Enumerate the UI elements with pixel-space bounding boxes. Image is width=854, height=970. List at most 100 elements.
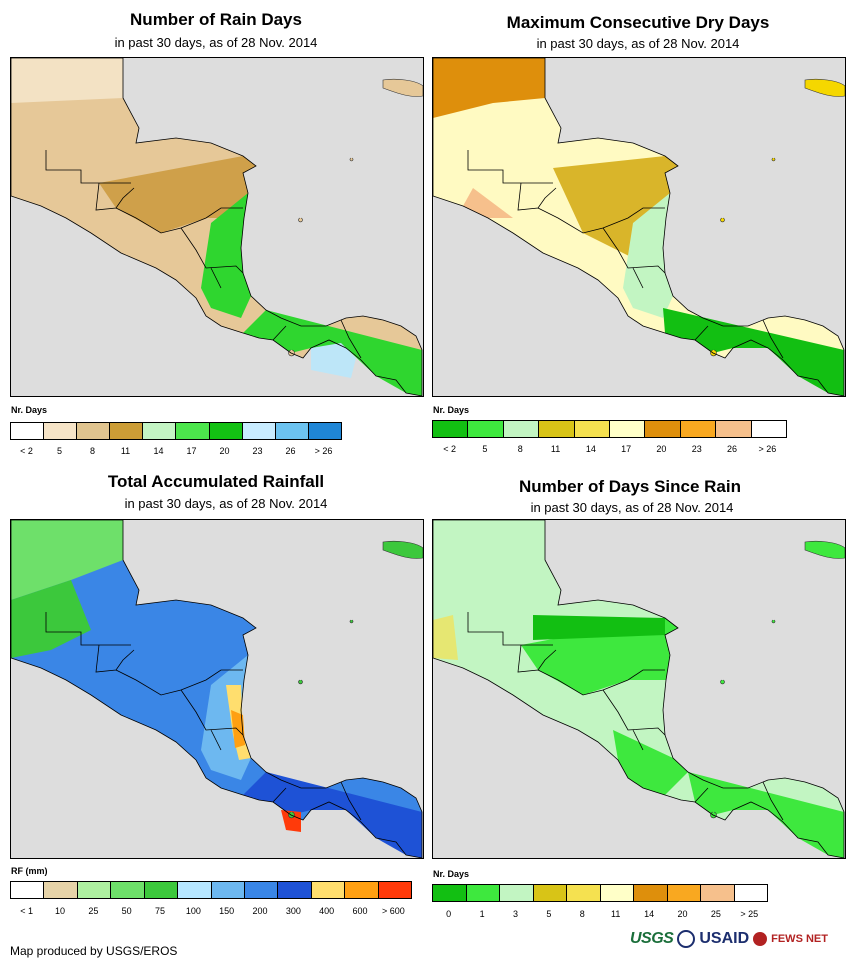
panel-title: Number of Rain Days — [130, 10, 302, 29]
wet-caribbean — [201, 193, 251, 318]
legend-tick-label: 20 — [656, 444, 667, 454]
legend-swatch — [500, 885, 534, 901]
legend-swatch — [539, 421, 575, 437]
legend-swatch — [209, 423, 243, 439]
legend-swatch — [242, 423, 276, 439]
legend-swatch — [667, 885, 701, 901]
legend-tick-label: 25 — [710, 909, 721, 919]
legend-swatch — [716, 421, 752, 437]
legend-tick-label: 1 — [479, 909, 485, 919]
legend-ticks: 0 1 3 5 8 11 14 20 25 > 25 — [432, 909, 766, 921]
legend-tick-label: 23 — [691, 444, 702, 454]
legend-tick-label: 300 — [285, 906, 301, 916]
legend-swatch — [211, 882, 245, 898]
panama-region — [243, 310, 422, 396]
panel-title: Maximum Consecutive Dry Days — [506, 13, 770, 32]
legend-swatch — [144, 882, 179, 898]
legend-swatch — [77, 882, 112, 898]
legend-tick-label: 8 — [89, 446, 96, 456]
legend-bar — [10, 422, 342, 440]
legend-swatch — [308, 423, 341, 439]
honduras-region — [521, 618, 678, 695]
legend-swatch — [433, 421, 469, 437]
map-svg — [433, 58, 845, 396]
fews-logo: FEWS NET — [771, 933, 828, 945]
panel-subtitle: in past 30 days, as of 28 Nov. 2014 — [114, 35, 318, 50]
legend-tick-label: 26 — [285, 446, 296, 456]
legend-bar — [432, 420, 787, 438]
legend-swatch — [680, 421, 717, 437]
legend-swatch — [634, 885, 668, 901]
legend-tick-label: 75 — [154, 906, 166, 916]
legend-swatch — [466, 885, 500, 901]
legend-swatch — [701, 885, 735, 901]
legend-title: Nr. Days — [433, 869, 470, 879]
fews-globe-icon — [753, 932, 768, 946]
north-coast — [533, 615, 665, 640]
legend-title: Nr. Days — [433, 405, 470, 415]
legend-swatch — [275, 423, 309, 439]
honduras-region — [99, 156, 256, 233]
legend-tick-label: < 1 — [20, 906, 34, 916]
map-rain-days — [10, 57, 424, 397]
panel-title: Total Accumulated Rainfall — [107, 472, 325, 491]
legend-swatch — [44, 882, 78, 898]
dry-patch — [433, 615, 458, 660]
legend-swatch — [178, 882, 212, 898]
mexico-region — [11, 520, 123, 600]
legend-tick-label: 0 — [446, 909, 452, 919]
legend-tick-label: 14 — [153, 446, 164, 456]
legend-tick-label: 26 — [727, 444, 738, 454]
legend-swatch — [44, 423, 78, 439]
guatemala-region — [11, 580, 91, 658]
panel-subtitle: in past 30 days, as of 28 Nov. 2014 — [124, 496, 328, 511]
legend-swatch — [110, 423, 144, 439]
legend-ticks: < 2 5 8 11 14 17 20 23 26 > 26 — [432, 444, 785, 456]
legend-ticks: < 2 5 8 11 14 17 20 23 26 > 26 — [10, 446, 340, 458]
map-total-rainfall — [10, 519, 424, 859]
legend-tick-label: < 2 — [443, 444, 457, 454]
mexico-region — [433, 58, 545, 118]
legend-tick-label: 8 — [579, 909, 585, 919]
legend-tick-label: 200 — [252, 906, 268, 916]
legend-ticks: < 1 10 25 50 75 100 150 200 300 400 600 > 600 — [10, 906, 410, 918]
legend-swatch — [433, 885, 467, 901]
legend-swatch — [311, 882, 346, 898]
legend-title: RF (mm) — [11, 866, 48, 876]
footer-credit: Map produced by USGS/EROS — [10, 944, 178, 958]
legend-tick-label: 400 — [319, 906, 335, 916]
legend-tick-label: 5 — [482, 444, 488, 454]
legend-tick-label: 3 — [512, 909, 519, 919]
legend-swatch — [244, 882, 279, 898]
legend-swatch — [468, 421, 504, 437]
legend-tick-label: > 26 — [314, 446, 333, 456]
usgs-logo: USGS — [630, 930, 674, 947]
logo-strip: USGS USAID FEWS NET — [630, 930, 828, 948]
legend-tick-label: 20 — [219, 446, 230, 456]
legend-tick-label: 11 — [120, 446, 131, 456]
legend-tick-label: 5 — [56, 446, 63, 456]
costa-rica-region — [613, 730, 688, 795]
legend-swatch — [111, 882, 145, 898]
legend-tick-label: 17 — [621, 444, 632, 454]
legend-tick-label: 8 — [517, 444, 523, 454]
legend-swatch — [176, 423, 210, 439]
legend-tick-label: > 25 — [740, 909, 759, 919]
legend-swatch — [143, 423, 177, 439]
legend-tick-label: > 26 — [758, 444, 777, 454]
legend-bar — [10, 881, 412, 899]
panama-region — [243, 772, 422, 858]
legend-title: Nr. Days — [11, 405, 48, 415]
legend-swatch — [345, 882, 379, 898]
mexico-region — [11, 58, 123, 103]
peak-rain — [281, 810, 301, 832]
legend-swatch — [11, 882, 45, 898]
panama-region — [688, 772, 844, 858]
legend-swatch — [567, 885, 601, 901]
legend-tick-label: 10 — [54, 906, 66, 916]
legend-swatch — [645, 421, 681, 437]
usaid-seal-icon — [677, 930, 696, 948]
legend-swatch — [11, 423, 45, 439]
legend-tick-label: 5 — [546, 909, 552, 919]
panel-title: Number of Days Since Rain — [518, 477, 741, 496]
